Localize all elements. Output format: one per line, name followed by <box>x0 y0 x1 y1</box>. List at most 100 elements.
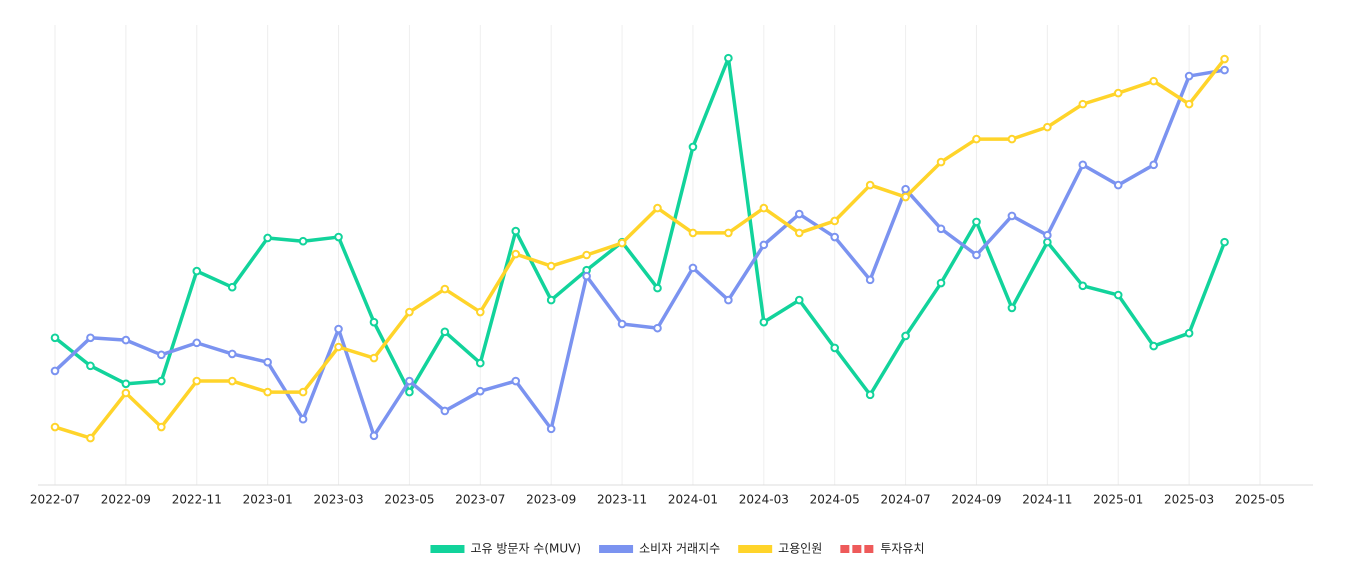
legend-swatch <box>864 545 874 553</box>
x-tick-label: 2023-09 <box>526 493 576 507</box>
data-point <box>298 414 308 424</box>
data-point <box>440 327 450 337</box>
data-point <box>901 331 910 341</box>
x-tick-label: 2023-07 <box>455 493 505 507</box>
data-point <box>405 376 414 386</box>
data-point <box>724 53 733 63</box>
x-tick-label: 2024-01 <box>668 493 718 507</box>
data-point <box>121 379 131 389</box>
data-point <box>936 224 946 234</box>
data-point <box>157 350 166 360</box>
data-point <box>1043 122 1052 132</box>
data-point <box>405 387 414 397</box>
x-tick-label: 2023-01 <box>243 493 293 507</box>
data-point <box>653 283 662 293</box>
data-point <box>546 295 556 305</box>
data-point <box>1043 237 1052 247</box>
legend-label: 소비자 거래지수 <box>639 542 720 556</box>
data-point <box>1149 76 1158 86</box>
data-point <box>334 324 343 334</box>
series-line <box>53 68 1225 438</box>
data-point <box>1078 281 1088 291</box>
data-point <box>50 333 60 343</box>
data-point <box>475 386 485 396</box>
data-point <box>546 424 556 434</box>
x-tick-label: 2022-11 <box>172 493 222 507</box>
data-point <box>121 388 131 398</box>
data-point <box>972 217 981 227</box>
data-point <box>405 307 414 317</box>
data-point <box>475 358 485 368</box>
data-point <box>617 319 627 329</box>
data-point <box>794 295 804 305</box>
data-point <box>1113 290 1123 300</box>
data-point <box>653 203 662 213</box>
data-point <box>759 203 769 213</box>
data-point <box>263 387 272 397</box>
data-point <box>1078 160 1088 170</box>
data-point <box>369 317 379 327</box>
data-point <box>192 338 202 348</box>
data-point <box>1043 230 1052 240</box>
data-point <box>759 317 769 327</box>
data-point <box>936 157 946 167</box>
data-point <box>263 357 272 367</box>
data-point <box>936 278 946 288</box>
data-point <box>972 250 981 260</box>
data-point <box>794 228 804 238</box>
data-point <box>865 390 875 400</box>
data-point <box>298 236 308 246</box>
data-point <box>582 271 591 281</box>
data-point <box>157 376 166 386</box>
data-point <box>475 307 485 317</box>
series-line <box>54 57 1226 440</box>
data-point <box>653 323 662 333</box>
data-point <box>369 353 379 363</box>
x-tick-label: 2022-09 <box>101 493 151 507</box>
x-tick-label: 2024-07 <box>881 493 931 507</box>
legend-swatch <box>599 545 634 553</box>
data-point <box>86 433 95 443</box>
data-point <box>511 376 521 386</box>
legend-label: 투자유치 <box>880 542 924 556</box>
data-point <box>263 233 272 243</box>
data-point <box>830 216 840 226</box>
data-point <box>865 275 875 285</box>
legend-label: 고용인원 <box>778 542 822 556</box>
data-point <box>1007 211 1017 221</box>
data-point <box>901 192 910 202</box>
data-point <box>794 209 804 219</box>
data-point <box>511 226 521 236</box>
data-point <box>334 342 343 352</box>
data-point <box>1220 65 1229 75</box>
data-point <box>546 261 556 271</box>
legend-label: 고유 방문자 수(MUV) <box>470 542 581 556</box>
data-point <box>830 343 840 353</box>
data-point <box>227 282 237 292</box>
data-point <box>865 180 875 190</box>
data-point <box>1184 99 1194 109</box>
data-point <box>901 184 910 194</box>
data-point <box>157 422 166 432</box>
data-point <box>688 263 698 273</box>
data-point <box>86 333 95 343</box>
x-tick-label: 2023-11 <box>597 493 647 507</box>
data-point <box>724 295 733 305</box>
data-point <box>369 431 379 441</box>
data-point <box>1113 88 1123 98</box>
data-point <box>227 349 237 359</box>
data-point <box>1149 160 1158 170</box>
x-tick-label: 2025-05 <box>1235 493 1285 507</box>
data-point <box>86 361 95 371</box>
data-point <box>1220 54 1229 64</box>
data-point <box>511 249 521 259</box>
data-point <box>50 366 60 376</box>
legend-swatch <box>430 545 465 553</box>
data-point <box>440 406 450 416</box>
data-point <box>440 284 450 294</box>
x-tick-label: 2024-05 <box>810 493 860 507</box>
data-point <box>972 134 981 144</box>
data-point <box>582 250 591 260</box>
